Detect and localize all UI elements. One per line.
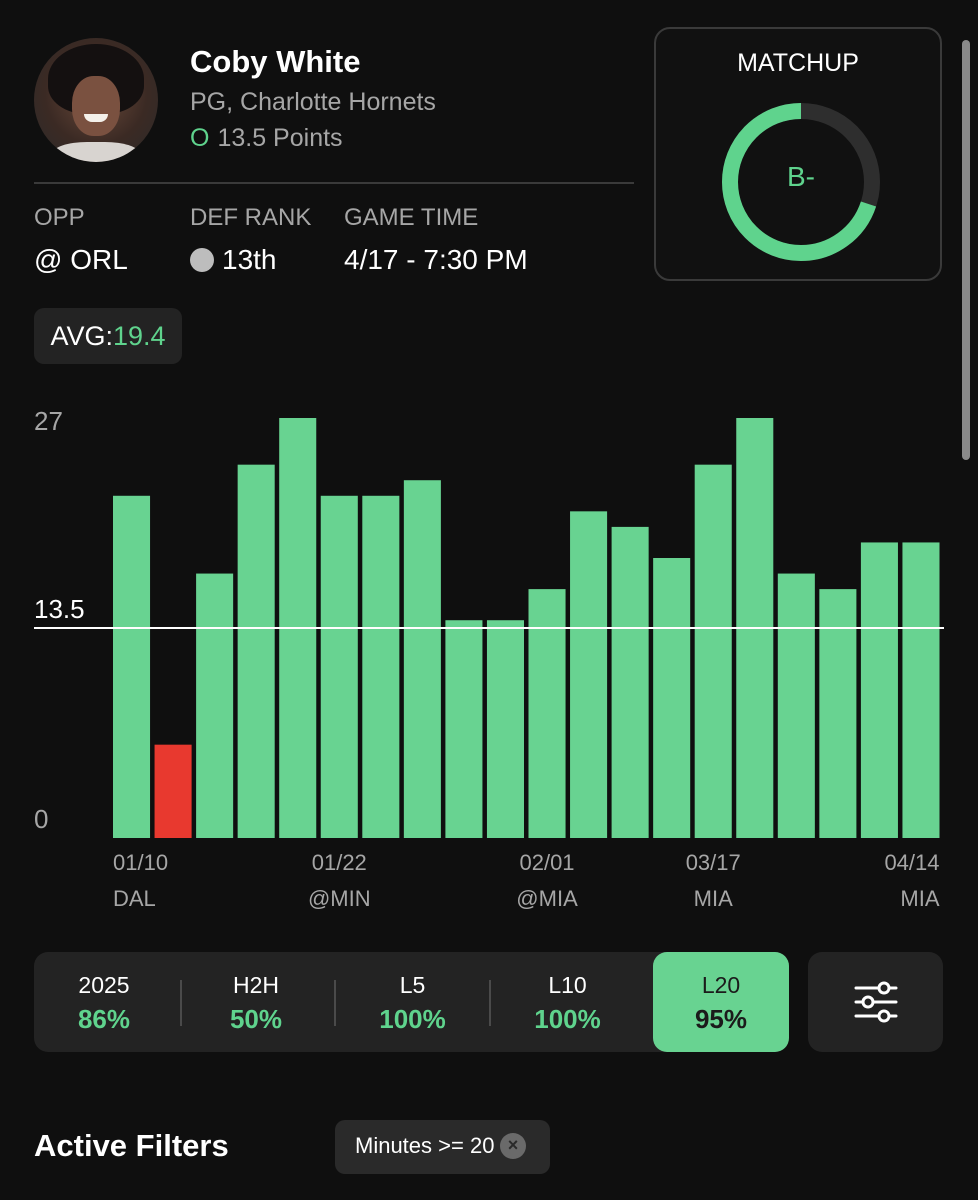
sample-filter-bar: 2025 86% H2H 50% L5 100% L10 100% L20 95% [34, 952, 789, 1052]
chart-bar[interactable] [694, 464, 732, 838]
x-tick-opponent: MIA [900, 886, 939, 911]
x-tick-opponent: @MIA [516, 886, 578, 911]
chart-bar[interactable] [570, 511, 608, 838]
filter-tab-label: L5 [399, 972, 426, 998]
x-tick-opponent: MIA [694, 886, 733, 911]
filter-tab-l10[interactable]: L10 100% [490, 952, 645, 1052]
def-rank-value: 13th [190, 244, 277, 276]
chart-bar[interactable] [362, 495, 400, 838]
game-time-value: 4/17 - 7:30 PM [344, 244, 528, 275]
matchup-gauge: B- [720, 101, 882, 263]
x-tick-date: 04/14 [884, 850, 939, 875]
chart-bar[interactable] [777, 573, 815, 838]
header-divider [34, 182, 634, 184]
filter-chip-label: Minutes >= 20 [355, 1133, 495, 1158]
filter-tab-h2h[interactable]: H2H 50% [182, 952, 330, 1052]
chart-bar[interactable] [237, 464, 275, 838]
filter-tab-label: 2025 [78, 972, 130, 998]
filter-chip[interactable]: Minutes >= 20 × [335, 1120, 550, 1174]
x-tick-date: 01/10 [113, 850, 168, 875]
filter-tab-hit-rate: 100% [379, 1004, 446, 1034]
player-avatar [34, 38, 158, 162]
filter-tab-hit-rate: 100% [534, 1004, 601, 1034]
chart-bar[interactable] [611, 526, 649, 838]
filter-settings-button[interactable] [808, 952, 943, 1052]
average-badge: AVG:19.4 [34, 308, 182, 364]
sliders-icon [854, 981, 898, 1023]
filter-tab-hit-rate: 50% [229, 1004, 283, 1034]
x-tick-opponent: DAL [113, 886, 156, 911]
chart-bar[interactable] [196, 573, 234, 838]
x-tick-date: 01/22 [312, 850, 367, 875]
matchup-title: MATCHUP [737, 49, 859, 77]
active-filters-title: Active Filters [34, 1128, 229, 1163]
average-value: 19.4 [112, 321, 166, 351]
player-name: Coby White [190, 44, 361, 79]
opp-value: @ ORL [34, 244, 128, 275]
chart-bar[interactable] [653, 558, 691, 838]
matchup-grade: B- [787, 161, 815, 192]
matchup-card: MATCHUP B- [654, 27, 942, 281]
chart-bar[interactable] [113, 495, 151, 838]
segment-divider [334, 980, 336, 1026]
chart-bar[interactable] [528, 589, 566, 838]
filter-tab-l20[interactable]: L20 95% [653, 952, 789, 1052]
player-team: PG, Charlotte Hornets [190, 88, 436, 116]
prop-line: O 13.5 Points [190, 124, 343, 153]
filter-tab-hit-rate: 86% [77, 1004, 131, 1034]
filter-tab-label: H2H [232, 972, 279, 998]
filter-tab-hit-rate: 95% [694, 1004, 748, 1034]
def-rank-label: DEF RANK [190, 204, 312, 231]
prop-side: O [190, 124, 210, 152]
y-tick-label: 27 [34, 406, 63, 436]
opp-label: OPP [34, 204, 85, 231]
chart-bar[interactable] [902, 542, 940, 838]
chart-bar[interactable] [486, 620, 524, 838]
rank-dot-icon [190, 248, 214, 272]
filter-tab-2025[interactable]: 2025 86% [34, 952, 174, 1052]
filter-tab-label: L10 [548, 972, 587, 998]
segment-divider [489, 980, 491, 1026]
game-time-label: GAME TIME [344, 204, 479, 231]
average-label: AVG: [50, 321, 113, 351]
x-tick-opponent: @MIN [308, 886, 371, 911]
filter-tab-label: L20 [701, 972, 741, 998]
chart-bar[interactable] [819, 589, 857, 838]
chart-bar[interactable] [403, 480, 441, 838]
x-tick-date: 03/17 [686, 850, 741, 875]
segment-divider [180, 980, 182, 1026]
filter-tab-l5[interactable]: L5 100% [335, 952, 490, 1052]
points-bar-chart: 27 13.5 0 01/10 DAL 01/22 @MIN 02/01 @MIA 03/17 MI… [34, 406, 944, 911]
prop-value: 13.5 Points [217, 124, 343, 152]
x-tick-date: 02/01 [519, 850, 574, 875]
chart-bar[interactable] [445, 620, 483, 838]
scrollbar[interactable] [962, 40, 970, 460]
y-tick-label: 0 [34, 804, 48, 834]
chart-bar[interactable] [320, 495, 358, 838]
chart-bar[interactable] [860, 542, 898, 838]
close-icon[interactable]: × [500, 1133, 526, 1159]
y-tick-label: 13.5 [34, 594, 85, 624]
chart-bar[interactable] [154, 744, 192, 838]
